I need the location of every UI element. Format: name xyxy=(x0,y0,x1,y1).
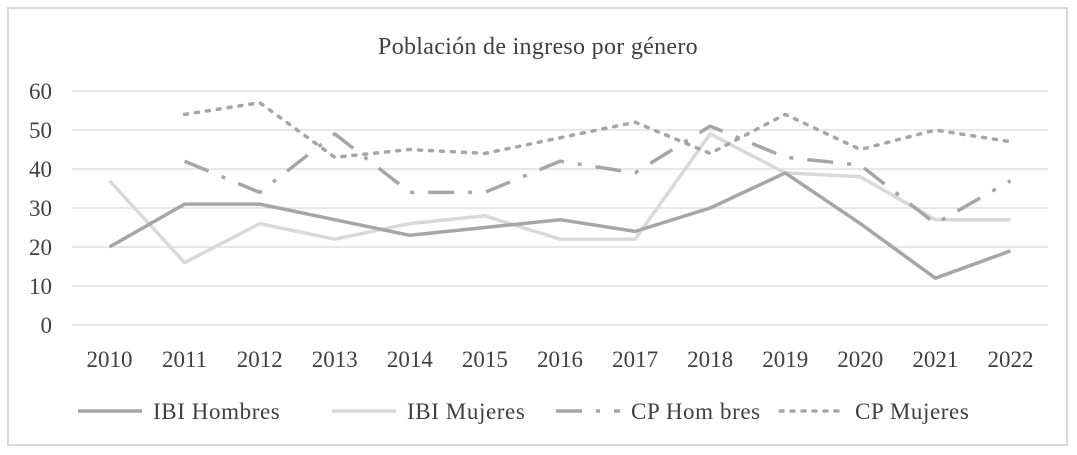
series-line-cp-mujeres xyxy=(182,100,1013,160)
legend-item-ibi-mujeres: IBI Mujeres xyxy=(332,399,525,424)
y-tick-label: 20 xyxy=(29,235,52,260)
legend-label: IBI Mujeres xyxy=(407,399,525,424)
y-tick-label: 50 xyxy=(29,118,52,143)
y-tick-label: 60 xyxy=(29,79,52,104)
x-tick-label: 2018 xyxy=(687,347,733,372)
gridlines xyxy=(72,90,1048,326)
x-tick-label: 2020 xyxy=(837,347,883,372)
x-tick-label: 2011 xyxy=(162,347,207,372)
x-tick-label: 2021 xyxy=(912,347,958,372)
x-tick-label: 2019 xyxy=(762,347,808,372)
y-tick-label: 10 xyxy=(29,274,52,299)
series-lines xyxy=(108,100,1013,280)
y-tick-label: 40 xyxy=(29,157,52,182)
legend-label: CP Hom bres xyxy=(631,399,761,424)
chart-frame xyxy=(7,7,1068,446)
legend-item-ibi-hombres: IBI Hombres xyxy=(78,399,280,424)
legend-label: IBI Hombres xyxy=(153,399,280,424)
series-line-ibi-hombres xyxy=(108,171,1012,280)
x-tick-label: 2012 xyxy=(237,347,283,372)
legend-label: CP Mujeres xyxy=(855,399,969,424)
legend-item-cp-hombres: CP Hom bres xyxy=(556,399,761,424)
x-tick-label: 2010 xyxy=(87,347,133,372)
x-axis-tick-labels: 2010 2011 2012 2013 2014 2015 2016 2017 2018 2019… xyxy=(87,347,1034,372)
legend-item-cp-mujeres: CP Mujeres xyxy=(778,399,969,424)
x-tick-label: 2017 xyxy=(612,347,658,372)
y-tick-label: 30 xyxy=(29,196,52,221)
y-axis-tick-labels: 0 10 20 30 40 50 60 xyxy=(29,79,52,338)
chart-title: Población de ingreso por género xyxy=(378,34,698,60)
series-line-cp-hombres xyxy=(183,124,1012,226)
x-tick-label: 2022 xyxy=(987,347,1033,372)
x-tick-label: 2016 xyxy=(537,347,583,372)
legend: IBI Hombres IBI Mujeres CP Hom bres CP Muje… xyxy=(78,399,969,424)
x-tick-label: 2014 xyxy=(387,347,434,372)
y-tick-label: 0 xyxy=(41,313,53,338)
x-tick-label: 2013 xyxy=(312,347,358,372)
x-tick-label: 2015 xyxy=(462,347,508,372)
series-line-ibi-mujeres xyxy=(108,132,1011,265)
